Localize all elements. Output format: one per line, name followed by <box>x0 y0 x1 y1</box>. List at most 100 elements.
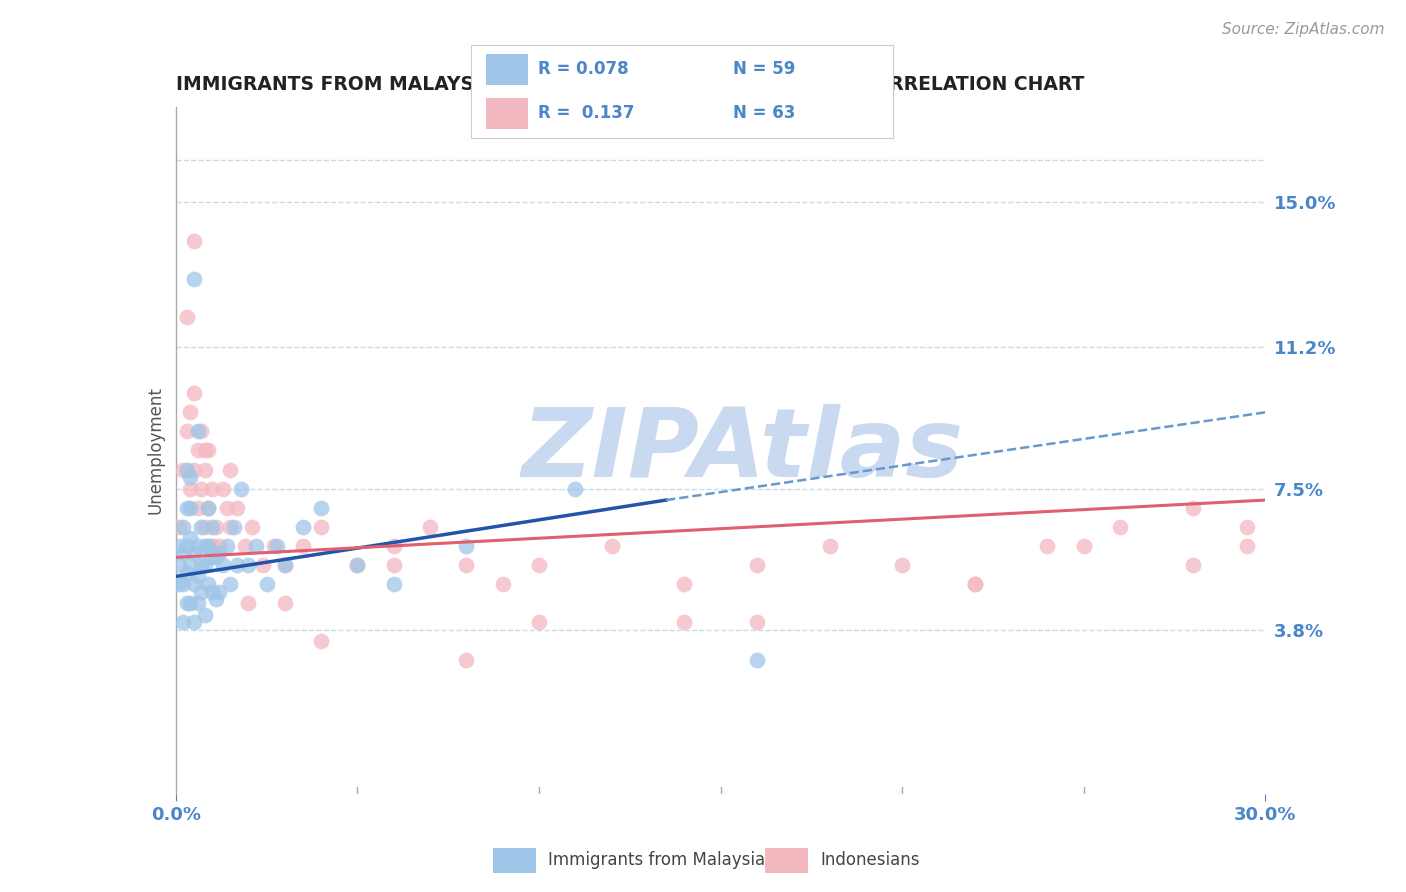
Point <box>190 425 212 439</box>
Point <box>183 386 205 401</box>
Point <box>204 520 226 534</box>
Text: ZIPAtlas: ZIPAtlas <box>522 404 963 497</box>
Point <box>1073 539 1095 553</box>
Point <box>274 558 297 572</box>
Text: N = 63: N = 63 <box>733 104 794 122</box>
Point <box>201 482 224 496</box>
Text: N = 59: N = 59 <box>733 61 794 78</box>
Point <box>190 482 212 496</box>
Point <box>208 546 231 561</box>
Point <box>176 539 198 553</box>
Point <box>745 558 768 572</box>
Y-axis label: Unemployment: Unemployment <box>146 386 165 515</box>
Point <box>212 558 235 572</box>
Point <box>176 596 198 610</box>
Bar <box>486 98 529 129</box>
Point <box>186 539 209 553</box>
Point <box>176 566 198 580</box>
Point <box>215 500 238 515</box>
Point <box>212 482 235 496</box>
Point <box>309 634 332 648</box>
Point <box>245 539 267 553</box>
Point <box>186 596 209 610</box>
Point <box>176 462 198 476</box>
Point <box>190 558 212 572</box>
Point <box>274 558 297 572</box>
Point <box>226 500 249 515</box>
Point <box>190 584 212 599</box>
Point <box>183 271 205 285</box>
Point <box>172 546 194 561</box>
Point <box>240 520 263 534</box>
Point <box>186 569 209 583</box>
Point <box>219 520 242 534</box>
Point <box>673 615 696 630</box>
Point <box>527 615 550 630</box>
Point <box>197 500 219 515</box>
Text: Source: ZipAtlas.com: Source: ZipAtlas.com <box>1222 22 1385 37</box>
Point <box>492 577 515 591</box>
Point <box>1036 539 1059 553</box>
Point <box>179 531 201 545</box>
Point <box>194 462 217 476</box>
Point <box>274 596 297 610</box>
Point <box>179 482 201 496</box>
Text: R =  0.137: R = 0.137 <box>538 104 636 122</box>
Point <box>169 520 191 534</box>
Point <box>197 577 219 591</box>
Point <box>169 577 191 591</box>
Point <box>186 500 209 515</box>
Point <box>891 558 914 572</box>
Point <box>263 539 285 553</box>
Point <box>1236 539 1258 553</box>
Point <box>231 482 253 496</box>
Point <box>963 577 986 591</box>
Point <box>179 558 201 572</box>
Point <box>219 577 242 591</box>
Point <box>204 592 226 607</box>
Point <box>183 577 205 591</box>
Point <box>179 405 201 419</box>
Point <box>818 539 841 553</box>
Text: Immigrants from Malaysia: Immigrants from Malaysia <box>548 851 765 870</box>
Point <box>1109 520 1132 534</box>
Point <box>1181 558 1204 572</box>
Point <box>963 577 986 591</box>
Point <box>219 462 242 476</box>
Text: Indonesians: Indonesians <box>821 851 920 870</box>
Bar <box>492 848 536 872</box>
Point <box>256 577 278 591</box>
Point <box>291 520 314 534</box>
Point <box>527 558 550 572</box>
Point <box>179 470 201 484</box>
Point <box>382 558 405 572</box>
Point <box>186 425 209 439</box>
Point <box>186 443 209 458</box>
Point <box>201 539 224 553</box>
Point <box>215 539 238 553</box>
Point <box>238 596 260 610</box>
Point <box>238 558 260 572</box>
Point <box>183 234 205 248</box>
Point <box>194 443 217 458</box>
Point <box>201 584 224 599</box>
Point <box>194 539 217 553</box>
Point <box>183 462 205 476</box>
Point <box>382 539 405 553</box>
Point <box>172 577 194 591</box>
Point <box>252 558 274 572</box>
Point <box>204 550 226 565</box>
Point <box>226 558 249 572</box>
Point <box>190 520 212 534</box>
Point <box>169 539 191 553</box>
Point <box>564 482 586 496</box>
Point <box>197 500 219 515</box>
Bar <box>486 54 529 85</box>
Bar <box>765 848 808 872</box>
Point <box>456 653 478 667</box>
Point <box>309 500 332 515</box>
Point <box>346 558 368 572</box>
Point <box>176 425 198 439</box>
Point <box>172 462 194 476</box>
Point <box>179 596 201 610</box>
